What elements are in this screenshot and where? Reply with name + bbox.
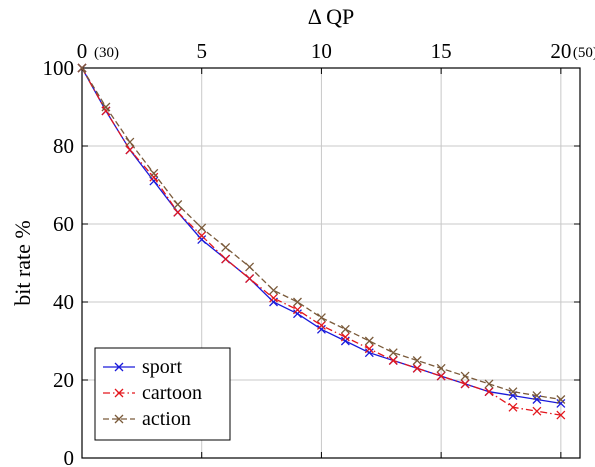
- sport-point: [149, 176, 159, 186]
- cartoon-point: [245, 274, 255, 284]
- cartoon-point: [101, 106, 111, 116]
- x-tick-label: 10: [311, 39, 332, 63]
- cartoon-point: [269, 293, 278, 303]
- cartoon-point: [221, 254, 231, 264]
- y-axis: 0 20 40 60 80 100: [43, 56, 580, 467]
- legend-label: action: [142, 408, 191, 430]
- cartoon-point: [508, 402, 518, 412]
- action-point: [436, 363, 446, 373]
- action-point: [269, 285, 278, 295]
- action-point: [173, 200, 183, 209]
- x-tick-label: 15: [431, 39, 452, 63]
- cartoon-point: [149, 172, 159, 182]
- action-point: [532, 391, 542, 401]
- cartoon-point: [532, 406, 542, 416]
- legend-marker: [114, 414, 124, 424]
- x-tick-label: 0: [77, 39, 88, 63]
- legend-label: sport: [142, 356, 182, 378]
- action-point: [556, 395, 566, 404]
- action-point: [364, 336, 374, 346]
- cartoon-point: [412, 363, 422, 373]
- action-point: [508, 387, 518, 397]
- action-point: [221, 242, 231, 252]
- x-tick-note: (50): [573, 45, 595, 61]
- action-point: [412, 356, 422, 365]
- sport-point: [556, 398, 566, 408]
- y-tick-label: 100: [43, 56, 75, 80]
- series-action: [77, 63, 566, 404]
- cartoon-point: [436, 371, 446, 381]
- x-tick-note: (30): [94, 45, 119, 61]
- action-line: [81, 67, 561, 401]
- action-point: [197, 223, 207, 233]
- action-point: [101, 102, 111, 112]
- plot-area: [81, 67, 581, 459]
- y-tick-label: 0: [64, 446, 75, 467]
- cartoon-point: [484, 387, 494, 397]
- action-point: [316, 313, 326, 323]
- cartoon-point: [388, 356, 398, 365]
- legend-item-cartoon: cartoon: [103, 382, 202, 404]
- action-point: [245, 262, 255, 272]
- cartoon-point: [173, 207, 183, 217]
- sport-point: [316, 324, 326, 334]
- legend-marker: [114, 362, 124, 372]
- sport-point: [293, 309, 302, 319]
- series-cartoon: [77, 63, 566, 420]
- y-tick-label: 60: [53, 212, 74, 236]
- y-tick-label: 40: [53, 290, 74, 314]
- sport-point: [364, 348, 374, 358]
- y-tick-label: 80: [53, 134, 74, 158]
- x-tick-label: 5: [196, 39, 207, 63]
- sport-point: [197, 235, 207, 245]
- action-point: [149, 168, 159, 178]
- cartoon-line: [81, 67, 561, 416]
- cartoon-point: [556, 410, 566, 420]
- cartoon-point: [364, 344, 374, 354]
- cartoon-point: [125, 145, 135, 155]
- sport-point: [532, 395, 542, 404]
- legend-item-action: action: [103, 408, 191, 430]
- action-point: [77, 63, 87, 73]
- legend: sport cartoon action: [94, 347, 231, 441]
- action-point: [388, 348, 398, 358]
- legend-item-sport: sport: [103, 356, 182, 378]
- cartoon-point: [340, 332, 350, 342]
- cartoon-point: [316, 320, 326, 330]
- series-layer: [77, 63, 566, 420]
- y-axis-title: bit rate %: [10, 220, 35, 306]
- legend-marker: [114, 388, 124, 398]
- cartoon-point: [460, 379, 470, 389]
- x-tick-label: 20: [550, 39, 571, 63]
- action-point: [484, 379, 494, 389]
- action-point: [340, 324, 350, 334]
- cartoon-point: [197, 231, 207, 241]
- y-tick-label: 20: [53, 368, 74, 392]
- cartoon-point: [293, 305, 302, 315]
- legend-label: cartoon: [142, 382, 202, 404]
- action-point: [293, 297, 302, 307]
- action-point: [125, 137, 135, 147]
- sport-point: [508, 391, 518, 401]
- x-axis-title: Δ QP: [308, 4, 355, 29]
- action-point: [460, 371, 470, 381]
